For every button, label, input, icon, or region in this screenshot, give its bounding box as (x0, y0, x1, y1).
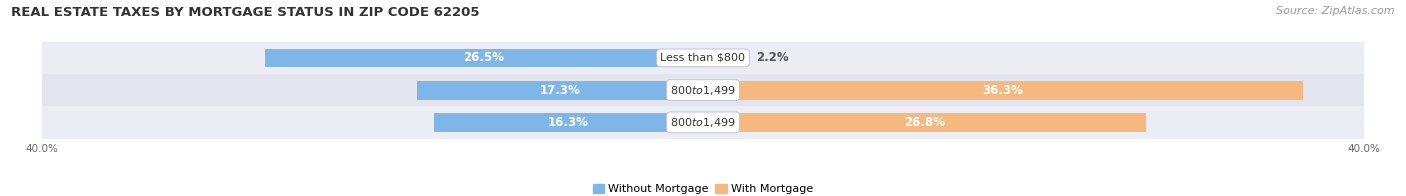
Text: 36.3%: 36.3% (983, 84, 1024, 97)
Legend: Without Mortgage, With Mortgage: Without Mortgage, With Mortgage (588, 180, 818, 196)
Bar (418, 81, 703, 100)
Text: $800 to $1,499: $800 to $1,499 (671, 116, 735, 129)
Text: 26.5%: 26.5% (464, 51, 505, 64)
Bar (433, 113, 703, 132)
Text: Source: ZipAtlas.com: Source: ZipAtlas.com (1277, 6, 1395, 16)
Bar (266, 49, 703, 67)
Text: 17.3%: 17.3% (540, 84, 581, 97)
Text: REAL ESTATE TAXES BY MORTGAGE STATUS IN ZIP CODE 62205: REAL ESTATE TAXES BY MORTGAGE STATUS IN … (11, 6, 479, 19)
Bar (703, 49, 740, 67)
Text: 26.8%: 26.8% (904, 116, 945, 129)
Bar (42, 106, 1364, 139)
Text: 16.3%: 16.3% (548, 116, 589, 129)
Bar (703, 81, 1303, 100)
Bar (42, 74, 1364, 106)
Bar (42, 42, 1364, 74)
Text: 2.2%: 2.2% (756, 51, 789, 64)
Text: $800 to $1,499: $800 to $1,499 (671, 84, 735, 97)
Bar (703, 113, 1146, 132)
Text: Less than $800: Less than $800 (661, 53, 745, 63)
